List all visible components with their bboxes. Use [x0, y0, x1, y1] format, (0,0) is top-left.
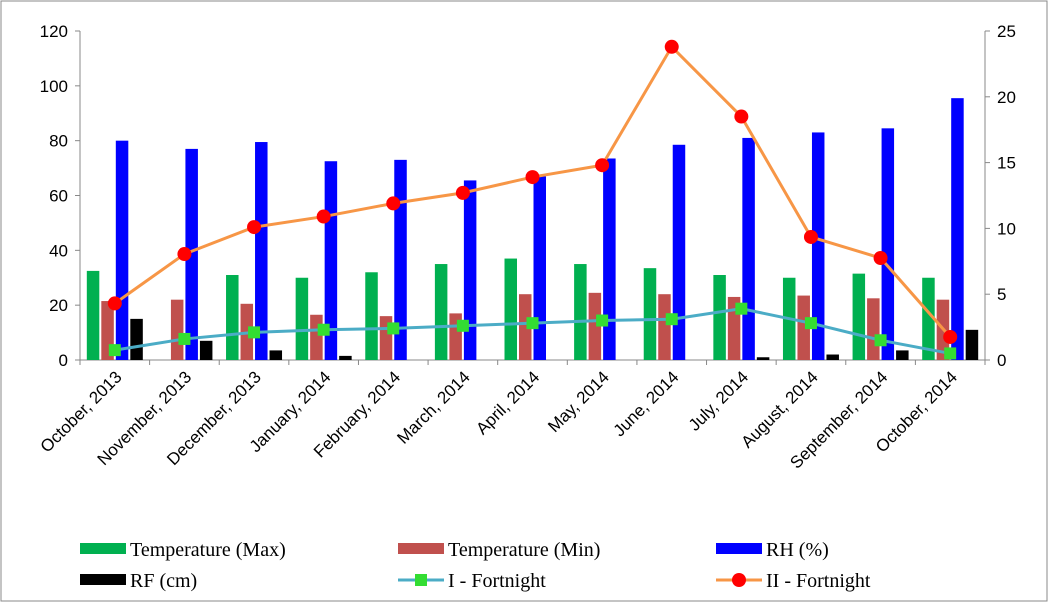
marker — [387, 322, 400, 335]
bar — [713, 275, 726, 360]
legend-item: RF (cm) — [80, 570, 197, 592]
legend-label: RH (%) — [766, 539, 829, 561]
legend-label: Temperature (Min) — [448, 539, 600, 561]
bar — [86, 270, 100, 360]
legend-label: Temperature (Max) — [130, 539, 286, 561]
bar — [643, 268, 657, 360]
bar — [504, 258, 517, 360]
marker — [596, 314, 609, 327]
marker — [944, 347, 957, 360]
bar — [742, 137, 755, 360]
bar — [255, 142, 268, 360]
legend-swatch — [716, 543, 762, 554]
marker — [735, 302, 748, 315]
bar — [519, 294, 532, 360]
y2-tick-label: 5 — [997, 285, 1006, 304]
legend-label: II - Fortnight — [766, 570, 871, 592]
legend-marker — [415, 574, 427, 586]
bar — [199, 340, 213, 360]
bar — [896, 350, 909, 360]
marker — [455, 185, 470, 200]
bar — [170, 299, 184, 360]
y-tick-label: 80 — [49, 132, 68, 151]
bar — [811, 132, 825, 360]
bar — [881, 128, 895, 360]
marker — [456, 319, 469, 332]
marker — [665, 313, 678, 326]
bar — [434, 264, 448, 360]
y2-tick-label: 20 — [997, 88, 1016, 107]
marker — [874, 334, 887, 347]
y-tick-label: 20 — [49, 296, 68, 315]
legend-swatch — [80, 543, 126, 554]
y2-tick-label: 0 — [997, 351, 1006, 370]
y2-tick-label: 15 — [997, 154, 1016, 173]
bar — [533, 176, 546, 360]
marker — [178, 332, 191, 345]
bar — [797, 295, 810, 360]
marker — [247, 220, 262, 235]
legend-item: RH (%) — [716, 539, 829, 561]
legend-marker — [732, 573, 746, 587]
bar — [339, 355, 352, 360]
marker — [873, 251, 888, 266]
y2-tick-label: 25 — [997, 22, 1016, 41]
marker — [108, 344, 121, 357]
legend-item: Temperature (Max) — [80, 539, 286, 561]
bar — [588, 292, 602, 360]
bar — [603, 158, 616, 360]
marker — [595, 158, 610, 173]
marker — [386, 196, 401, 211]
bar — [310, 314, 323, 360]
bar — [185, 148, 198, 360]
bar — [269, 350, 283, 360]
marker — [316, 209, 331, 224]
marker — [177, 247, 192, 262]
marker — [734, 109, 749, 124]
bar — [826, 354, 839, 360]
y-tick-label: 0 — [59, 351, 68, 370]
bar — [130, 318, 143, 360]
bar — [295, 277, 309, 360]
bar — [226, 275, 239, 360]
y-tick-label: 60 — [49, 187, 68, 206]
marker — [804, 317, 817, 330]
bar — [394, 159, 407, 360]
y-tick-label: 40 — [49, 241, 68, 260]
legend-item: II - Fortnight — [716, 570, 871, 592]
y-tick-label: 120 — [40, 22, 68, 41]
bar — [115, 140, 129, 360]
legend-label: RF (cm) — [130, 570, 197, 592]
bar — [922, 277, 935, 360]
y2-tick-label: 10 — [997, 219, 1016, 238]
bar — [365, 272, 378, 360]
bar — [658, 294, 671, 360]
marker — [803, 229, 818, 244]
bar — [574, 264, 587, 360]
marker — [248, 326, 261, 339]
legend-swatch — [398, 543, 444, 554]
marker — [943, 329, 958, 344]
marker — [664, 39, 679, 54]
bar — [867, 298, 880, 360]
bar — [852, 273, 866, 360]
bar — [463, 180, 477, 360]
marker — [107, 296, 122, 311]
legend-item: Temperature (Min) — [398, 539, 600, 561]
bar — [951, 98, 964, 360]
bar — [672, 144, 686, 360]
marker — [526, 317, 539, 330]
y-tick-label: 100 — [40, 77, 68, 96]
marker — [317, 323, 330, 336]
legend-item: I - Fortnight — [398, 570, 546, 592]
bar — [756, 357, 770, 360]
legend-label: I - Fortnight — [448, 570, 546, 592]
marker — [525, 170, 540, 185]
bar — [965, 329, 979, 360]
legend-swatch — [80, 574, 126, 585]
